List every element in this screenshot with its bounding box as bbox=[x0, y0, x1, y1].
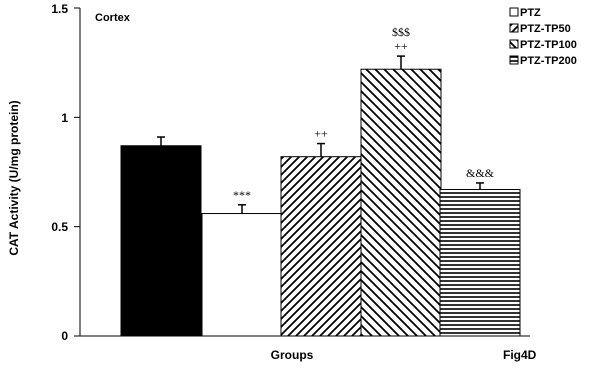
bar bbox=[360, 68, 442, 337]
figure-label: Fig4D bbox=[503, 348, 537, 362]
bars-layer bbox=[120, 68, 521, 337]
legend-label: PTZ bbox=[520, 7, 541, 19]
legend-swatch bbox=[509, 23, 519, 33]
bar bbox=[280, 156, 362, 337]
legend-swatch bbox=[509, 55, 519, 65]
y-axis-title: CAT Activity (U/mg protein) bbox=[7, 100, 21, 255]
error-bars-layer bbox=[157, 55, 484, 214]
y-tick-label: 1.5 bbox=[51, 2, 68, 16]
significance-label: $$$ bbox=[392, 25, 410, 39]
y-tick-label: 0 bbox=[61, 329, 68, 343]
significance-label: ++ bbox=[394, 39, 408, 53]
significance-label: &&& bbox=[466, 166, 495, 180]
legend-label: PTZ-TP200 bbox=[520, 55, 577, 67]
legend: PTZ PTZ-TP50 PTZ-TP100 PTZ-TP200 bbox=[509, 7, 577, 67]
bar bbox=[439, 188, 521, 337]
bar bbox=[120, 145, 202, 337]
significance-label: ++ bbox=[314, 127, 328, 141]
y-tick-label: 1 bbox=[61, 111, 68, 125]
annotations-layer: ***++$$$++&&& bbox=[233, 25, 495, 202]
bar bbox=[201, 213, 283, 337]
y-tick-label: 0.5 bbox=[51, 220, 68, 234]
x-axis-title: Groups bbox=[271, 348, 314, 362]
legend-swatch bbox=[509, 39, 519, 49]
panel-label: Cortex bbox=[95, 12, 131, 24]
legend-label: PTZ-TP100 bbox=[520, 39, 577, 51]
significance-label: *** bbox=[233, 188, 251, 202]
legend-label: PTZ-TP50 bbox=[520, 23, 571, 35]
legend-swatch bbox=[509, 7, 519, 17]
